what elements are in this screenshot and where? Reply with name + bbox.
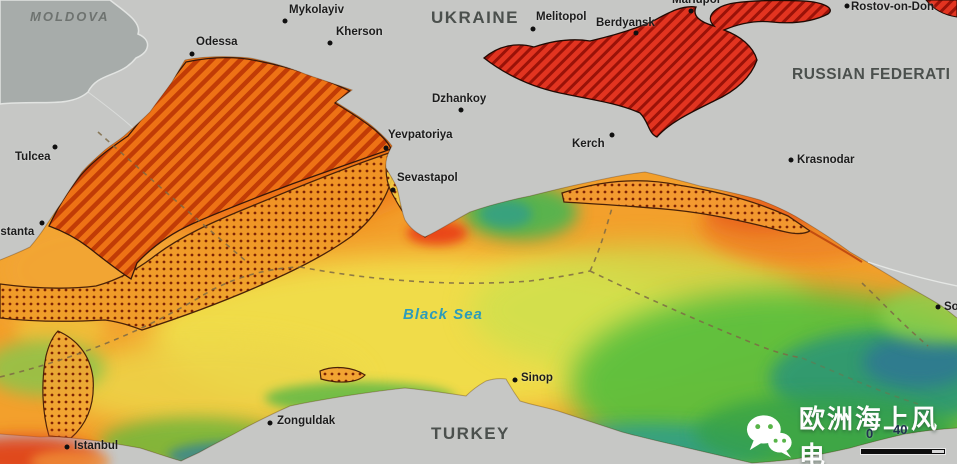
coastline xyxy=(0,56,957,464)
city-label: Berdyansk xyxy=(596,17,655,29)
country-label: MOLDOVA xyxy=(30,9,110,24)
dotted-zone-bosphorus xyxy=(42,330,94,439)
city-label: Melitopol xyxy=(536,11,587,23)
city-dot xyxy=(52,144,58,150)
city-dot xyxy=(530,26,536,32)
dotted-zone-west xyxy=(0,151,393,331)
country-label: RUSSIAN FEDERATI xyxy=(792,66,951,83)
city-dot xyxy=(383,145,389,151)
city-label: Mariupol xyxy=(672,0,720,6)
city-label: Yevpatoriya xyxy=(388,129,453,141)
country-label: UKRAINE xyxy=(431,8,519,27)
city-label: Istanbul xyxy=(74,440,119,452)
city-label: Kherson xyxy=(336,26,383,38)
city-dot xyxy=(458,107,464,113)
city-dot xyxy=(633,30,639,36)
border-line xyxy=(87,91,134,129)
city-dot xyxy=(688,8,694,14)
moldova-region xyxy=(0,0,149,105)
city-label: Zonguldak xyxy=(277,415,336,427)
hatched-zone-azov xyxy=(482,0,957,138)
city-dot xyxy=(64,444,70,450)
city-dot xyxy=(935,304,941,310)
city-dot xyxy=(390,187,396,193)
land-borders xyxy=(867,261,957,287)
wechat-icon xyxy=(746,415,792,458)
city-dot xyxy=(844,3,850,9)
dotted-zone-zonguldak xyxy=(319,366,366,383)
maritime-boundaries xyxy=(0,131,929,405)
city-dot xyxy=(788,157,794,163)
sea-name-label: Black Sea xyxy=(403,306,483,323)
city-label: Dzhankoy xyxy=(432,93,487,105)
city-dot xyxy=(189,51,195,57)
city-label: Krasnodar xyxy=(797,154,855,166)
city-label: Sochi xyxy=(944,301,957,313)
city-label: Rostov-on-Don xyxy=(851,1,935,13)
hatched-zone-nw-shelf xyxy=(48,57,392,280)
city-dot xyxy=(512,377,518,383)
city-label: Sinop xyxy=(521,372,553,384)
city-label: Sevastapol xyxy=(397,172,458,184)
city-label: Odessa xyxy=(196,36,238,48)
country-label: TURKEY xyxy=(431,424,510,443)
dotted-zone-kerch xyxy=(561,180,863,263)
watermark-text: 欧洲海上风电 xyxy=(799,405,940,464)
city-dot xyxy=(39,220,45,226)
city-label: Constanta xyxy=(0,226,35,238)
city-dot xyxy=(267,420,273,426)
city-label: Mykolayiv xyxy=(289,4,344,16)
city-label: Tulcea xyxy=(15,151,51,163)
marmara-sea xyxy=(0,436,110,464)
city-dot xyxy=(327,40,333,46)
city-dot xyxy=(282,18,288,24)
watermark: 欧洲海上风电 xyxy=(746,399,957,464)
city-dot xyxy=(609,132,615,138)
city-label: Kerch xyxy=(572,138,605,150)
